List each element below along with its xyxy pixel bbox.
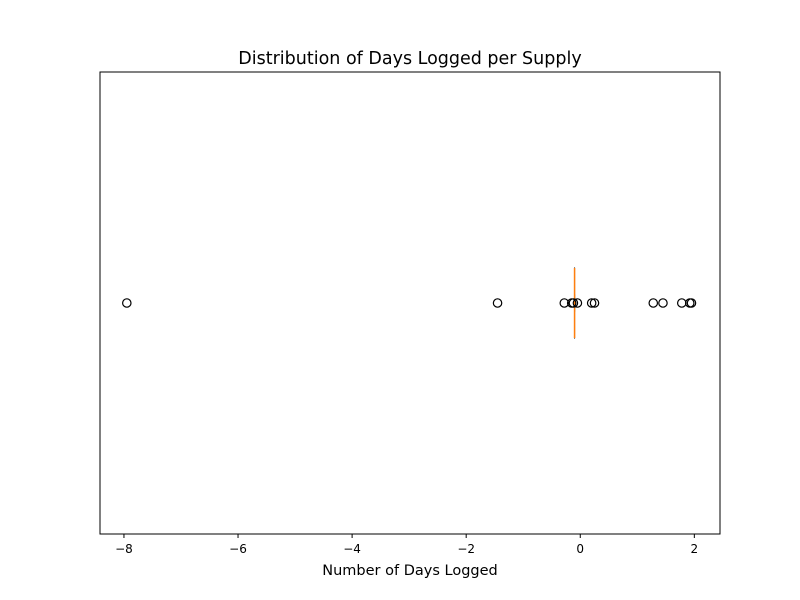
x-tick-label: −6 <box>229 542 247 556</box>
outlier-point <box>572 298 583 308</box>
outlier-point <box>122 298 132 308</box>
outlier-point <box>648 298 659 308</box>
x-tick-label: 0 <box>576 542 584 556</box>
outlier-point <box>568 298 579 308</box>
outlier-point <box>686 298 697 308</box>
outlier-points <box>122 298 697 308</box>
x-axis-label: Number of Days Logged <box>322 563 497 579</box>
x-tick-label: −2 <box>457 542 475 556</box>
x-tick-label: −8 <box>115 542 133 556</box>
x-tick-label: 2 <box>691 542 699 556</box>
outlier-point <box>589 298 600 308</box>
x-tick-label: −4 <box>343 542 361 556</box>
chart-title: Distribution of Days Logged per Supply <box>238 49 581 69</box>
outlier-point <box>492 298 503 308</box>
x-axis: −8 −6 −4 −2 0 2 <box>115 534 698 556</box>
plot-area <box>99 71 721 535</box>
outlier-point <box>586 298 597 308</box>
outlier-point <box>658 298 668 308</box>
outlier-point <box>559 298 570 308</box>
